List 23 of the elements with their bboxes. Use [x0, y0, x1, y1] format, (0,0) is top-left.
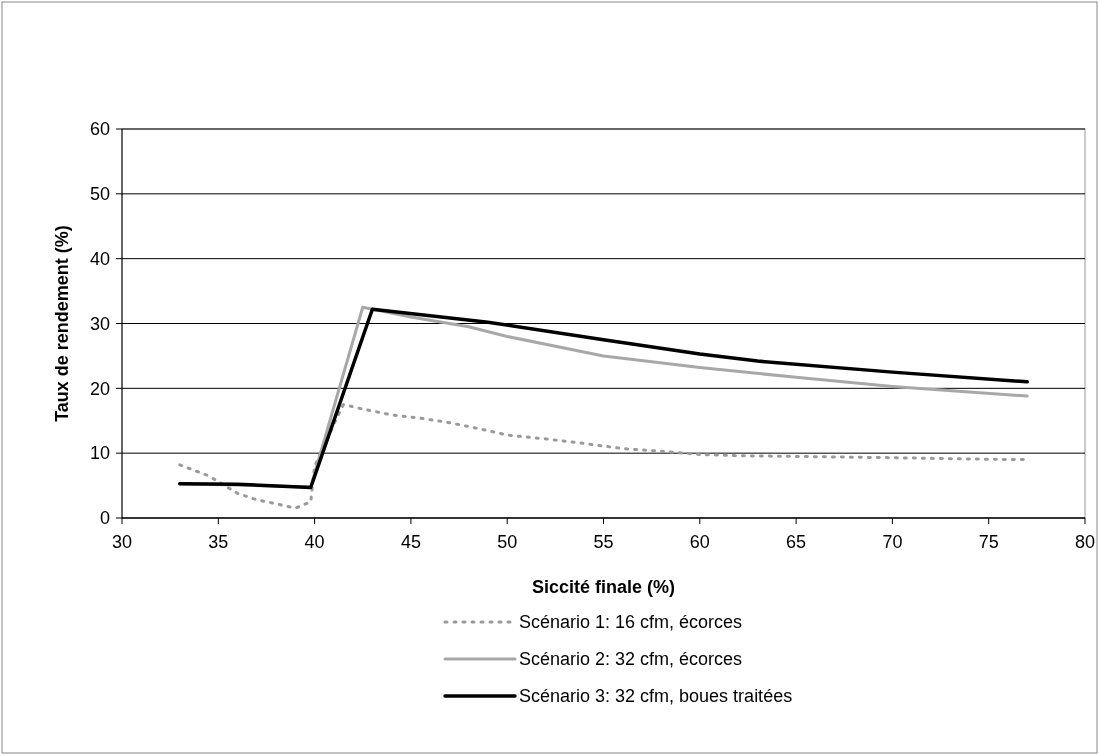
x-tick-label: 80	[1074, 532, 1096, 552]
x-tick-label: 55	[593, 532, 614, 552]
x-tick-label: 65	[786, 532, 807, 552]
y-tick-label: 0	[99, 508, 110, 529]
x-tick-label: 70	[882, 532, 903, 552]
legend-label: Scénario 3: 32 cfm, boues traitées	[519, 686, 793, 707]
x-tick-label: 40	[304, 532, 325, 552]
x-tick-label: 50	[497, 532, 518, 552]
x-axis-title: Siccité finale (%)	[531, 577, 676, 597]
legend-label: Scénario 1: 16 cfm, écorces	[519, 612, 743, 633]
x-tick-label: 45	[400, 532, 421, 552]
y-tick-label: 60	[89, 119, 110, 140]
y-tick-label: 30	[89, 313, 110, 334]
y-tick-label: 20	[89, 378, 110, 399]
x-tick-label: 35	[208, 532, 229, 552]
legend-label: Scénario 2: 32 cfm, écorces	[519, 649, 743, 670]
x-tick-label: 60	[689, 532, 710, 552]
y-tick-label: 50	[89, 184, 110, 205]
y-axis-title: Taux de rendement (%)	[52, 225, 72, 422]
x-tick-label: 30	[111, 532, 133, 552]
x-tick-label: 75	[978, 532, 999, 552]
y-tick-label: 10	[89, 443, 110, 464]
y-tick-label: 40	[89, 248, 110, 269]
